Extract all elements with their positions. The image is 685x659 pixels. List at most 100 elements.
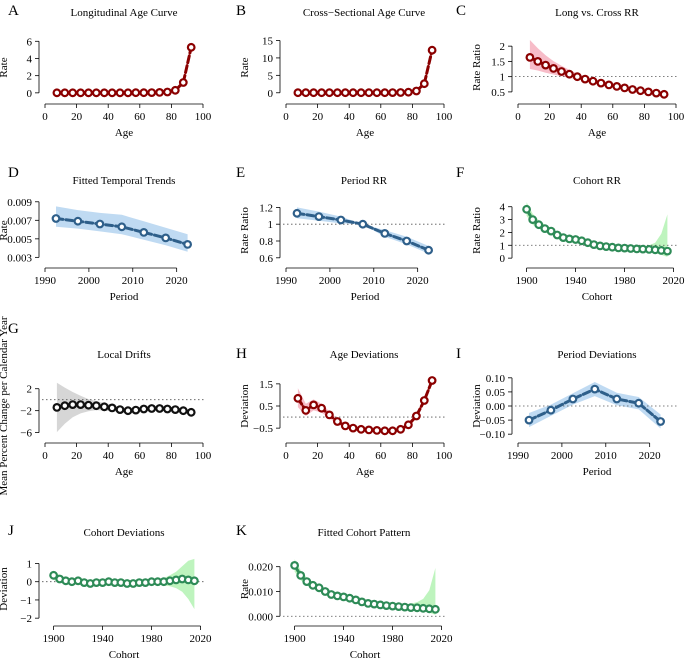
data-point (340, 421, 350, 431)
x-tick-label: 1900 (284, 633, 307, 645)
data-point (358, 219, 368, 229)
data-point (293, 88, 303, 98)
data-point (302, 577, 312, 586)
data-point (380, 228, 390, 238)
panel-letter: D (8, 165, 19, 181)
y-axis-label: Rate (0, 220, 10, 240)
panel-a: A Longitudinal Age Curve 0 20 40 60 80 100 0 2 4… (0, 3, 212, 139)
y-tick-label: 1.5 (259, 379, 273, 391)
y-tick-label: 0.05 (486, 387, 506, 399)
data-point (412, 411, 421, 421)
data-point (76, 400, 85, 410)
y-axis-label: Rate Ratio (239, 207, 251, 254)
data-point (419, 396, 429, 405)
y-tick-label: 0.5 (259, 401, 273, 413)
x-axis-label: Age (356, 466, 374, 478)
data-point (380, 88, 390, 98)
y-tick-label: 1 (500, 240, 506, 252)
y-tick-label: 2 (500, 41, 506, 53)
y-tick-label: 1.5 (491, 56, 505, 68)
data-point (659, 89, 669, 99)
data-point (186, 407, 196, 417)
y-tick-label: 0.00 (486, 401, 506, 413)
data-point (91, 401, 101, 411)
data-point (290, 561, 300, 570)
y-tick-label: 0 (268, 88, 274, 100)
data-point (634, 398, 644, 408)
panel-title: Age Deviations (330, 349, 399, 361)
data-point (123, 88, 133, 98)
data-point (546, 405, 556, 415)
y-tick-label: 0.009 (7, 197, 32, 209)
data-point (170, 85, 180, 95)
y-tick-label: 4 (500, 202, 506, 214)
panel-d: D Fitted Temporal Trends 1990 2000 2010 202… (0, 165, 193, 303)
y-tick-label: 0.010 (248, 586, 273, 598)
x-tick-label: 40 (344, 111, 356, 123)
data-point (546, 226, 556, 236)
x-tick-label: 2020 (431, 633, 454, 645)
y-tick-label: 4 (27, 53, 33, 65)
y-axis-label: Rate Ratio (471, 44, 483, 91)
x-tick-label: 40 (103, 450, 115, 462)
panel-title: Cohort Deviations (84, 527, 165, 539)
x-axis-label: Period (351, 291, 380, 303)
data-point (528, 215, 538, 225)
x-tick-label: 0 (42, 111, 48, 123)
x-tick-label: 100 (668, 111, 685, 123)
y-tick-label: 0.003 (7, 252, 32, 264)
data-point (309, 400, 319, 410)
x-tick-label: 1940 (92, 633, 115, 645)
y-tick-label: 2 (500, 227, 506, 239)
data-point (533, 57, 543, 66)
x-tick-label: 20 (312, 111, 324, 123)
y-tick-label: 0.6 (259, 253, 273, 265)
data-point (84, 400, 93, 410)
y-tick-label: −1 (20, 595, 32, 607)
data-point (60, 401, 70, 411)
y-tick-label: 1 (500, 72, 506, 84)
x-tick-label: 20 (71, 450, 83, 462)
data-point (588, 76, 598, 86)
x-tick-label: 2000 (319, 275, 342, 287)
data-point (139, 404, 149, 414)
data-point (644, 87, 653, 97)
x-tick-label: 1980 (614, 275, 637, 287)
x-tick-label: 1990 (275, 275, 298, 287)
x-axis-label: Cohort (582, 291, 613, 303)
x-tick-label: 2020 (166, 275, 189, 287)
data-point (314, 212, 324, 222)
data-point (612, 81, 622, 91)
data-point (139, 88, 149, 98)
data-point (356, 424, 366, 434)
x-tick-label: 60 (375, 450, 387, 462)
panel-title: Local Drifts (97, 349, 150, 361)
y-axis-label: Rate (0, 57, 10, 77)
x-tick-label: 20 (544, 111, 556, 123)
y-tick-label: −0.10 (480, 429, 506, 441)
data-point (557, 67, 566, 76)
data-point (333, 417, 342, 426)
data-point (348, 423, 358, 433)
data-point (404, 87, 413, 97)
x-tick-label: 80 (407, 111, 419, 123)
data-point (549, 63, 558, 73)
y-tick-label: 0.10 (486, 373, 506, 385)
x-tick-label: 2020 (190, 633, 213, 645)
panel-i: I Period Deviations 1990 2000 2010 2020 −0.1… (456, 346, 679, 478)
data-point (325, 88, 334, 98)
x-tick-label: 1980 (141, 633, 164, 645)
data-point (139, 227, 149, 237)
x-tick-label: 1940 (333, 633, 356, 645)
data-point (317, 88, 327, 98)
x-tick-label: 40 (576, 111, 588, 123)
data-point (590, 384, 600, 394)
data-point (372, 88, 382, 98)
data-point (596, 78, 606, 88)
x-tick-label: 0 (283, 450, 289, 462)
data-point (49, 570, 58, 580)
data-point (340, 88, 350, 98)
data-point (84, 88, 93, 98)
data-point (115, 405, 125, 415)
x-tick-label: 0 (283, 111, 289, 123)
